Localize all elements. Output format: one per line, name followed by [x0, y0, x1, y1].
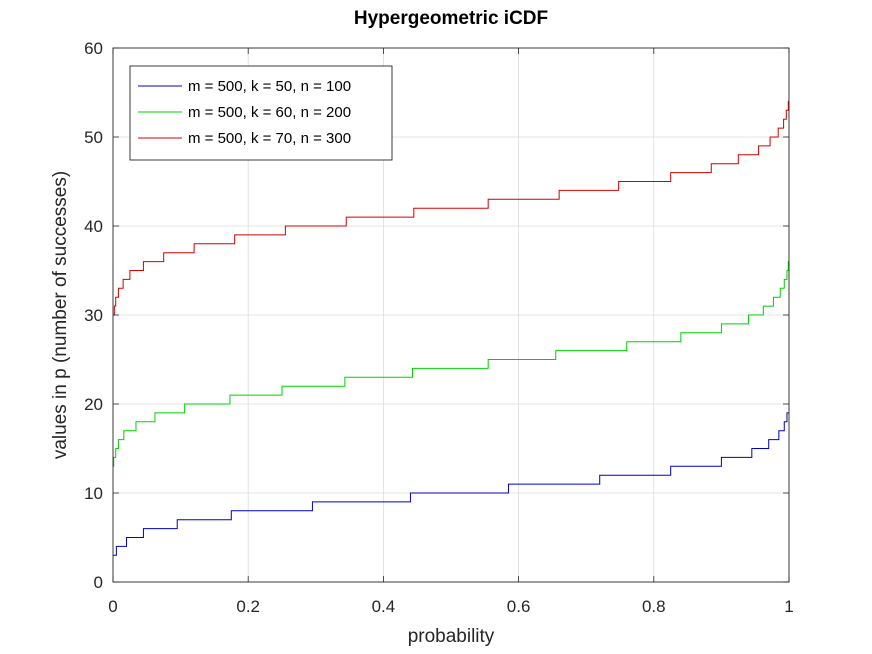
legend-label-2: m = 500, k = 60, n = 200: [188, 104, 351, 121]
series-line-1: [113, 412, 789, 556]
y-tick-label: 0: [94, 573, 103, 592]
series-line-2: [113, 261, 789, 467]
y-axis-label: values in p (number of successes): [50, 171, 71, 459]
legend-label-1: m = 500, k = 50, n = 100: [188, 78, 351, 95]
legend-label-3: m = 500, k = 70, n = 300: [188, 130, 351, 147]
series-lines: [113, 100, 789, 556]
x-tick-label: 0.2: [236, 597, 260, 616]
legend: m = 500, k = 50, n = 100 m = 500, k = 60,…: [129, 65, 393, 161]
x-tick-label: 0.8: [642, 597, 666, 616]
x-tick-label: 0.6: [507, 597, 531, 616]
y-tick-label: 40: [84, 217, 103, 236]
y-tick-label: 30: [84, 306, 103, 325]
x-tick-label: 0.4: [372, 597, 396, 616]
x-axis-label: probability: [408, 626, 495, 647]
y-tick-label: 60: [84, 39, 103, 58]
legend-box: [129, 65, 393, 161]
y-tick-label: 10: [84, 484, 103, 503]
x-tick-label: 1: [784, 597, 793, 616]
x-tick-label: 0: [108, 597, 117, 616]
series-line-3: [113, 100, 789, 316]
y-tick-label: 20: [84, 395, 103, 414]
y-tick-label: 50: [84, 128, 103, 147]
chart-title: Hypergeometric iCDF: [354, 8, 548, 29]
